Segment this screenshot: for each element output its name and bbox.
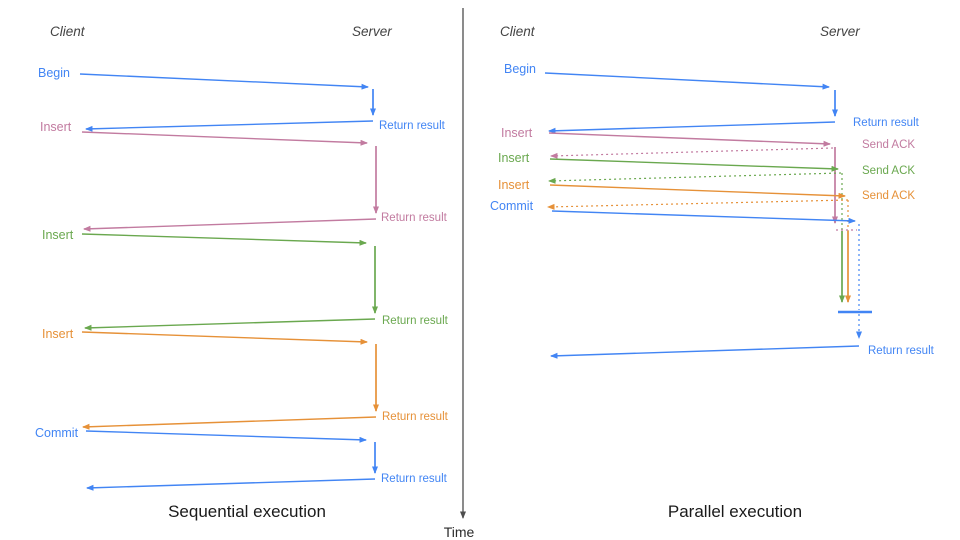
insert2-return-arrow bbox=[84, 318, 376, 331]
par-insert2-message: Insert Send ACK bbox=[498, 151, 915, 303]
commit-label: Commit bbox=[490, 199, 534, 213]
commit-return-arrow bbox=[86, 478, 376, 491]
commit-request-arrow bbox=[551, 210, 856, 224]
begin-return-result-label: Return result bbox=[853, 117, 920, 129]
insert2-ack-arrow bbox=[548, 172, 842, 184]
commit-return-result-label: Return result bbox=[381, 473, 448, 485]
commit-label: Commit bbox=[35, 426, 79, 440]
insert3-ack-arrow bbox=[547, 199, 849, 210]
insert3-label: Insert bbox=[498, 178, 530, 192]
insert2-request-arrow bbox=[549, 158, 839, 172]
insert1-label: Insert bbox=[40, 120, 72, 134]
seq-insert2-message: Insert Return result bbox=[42, 228, 449, 331]
insert2-request-arrow bbox=[81, 233, 367, 246]
insert3-request-arrow bbox=[549, 184, 846, 199]
begin-return-arrow bbox=[85, 120, 374, 132]
begin-label: Begin bbox=[38, 66, 70, 80]
insert1-return-arrow bbox=[83, 218, 377, 232]
insert1-send-ack-label: Send ACK bbox=[862, 139, 915, 151]
server-header: Server bbox=[352, 24, 392, 39]
insert1-return-result-label: Return result bbox=[381, 212, 448, 224]
begin-return-arrow bbox=[548, 121, 836, 134]
par-commit-message: Commit Return result bbox=[490, 199, 935, 359]
insert2-label: Insert bbox=[498, 151, 530, 165]
commit-request-arrow bbox=[85, 430, 367, 443]
sequential-title: Sequential execution bbox=[168, 502, 326, 521]
insert2-label: Insert bbox=[42, 228, 74, 242]
time-axis: Time bbox=[444, 8, 475, 540]
insert3-send-ack-label: Send ACK bbox=[862, 190, 915, 202]
begin-return-result-label: Return result bbox=[379, 120, 446, 132]
server-header: Server bbox=[820, 24, 860, 39]
begin-label: Begin bbox=[504, 62, 536, 76]
insert1-request-arrow bbox=[81, 131, 368, 146]
begin-request-arrow bbox=[79, 73, 369, 90]
seq-begin-message: Begin Return result bbox=[38, 66, 446, 132]
seq-commit-message: Commit Return result bbox=[35, 426, 448, 491]
commit-return-arrow bbox=[550, 345, 860, 359]
parallel-title: Parallel execution bbox=[668, 502, 802, 521]
insert2-send-ack-label: Send ACK bbox=[862, 165, 915, 177]
insert3-return-result-label: Return result bbox=[382, 411, 449, 423]
insert3-label: Insert bbox=[42, 327, 74, 341]
par-begin-message: Begin Return result bbox=[504, 62, 920, 134]
par-insert3-message: Insert Send ACK bbox=[498, 178, 915, 303]
insert3-return-arrow bbox=[82, 416, 377, 430]
commit-return-result-label: Return result bbox=[868, 345, 935, 357]
client-header: Client bbox=[500, 24, 536, 39]
parallel-panel: Client Server Begin Return result Insert… bbox=[490, 24, 935, 521]
insert2-return-result-label: Return result bbox=[382, 315, 449, 327]
insert1-label: Insert bbox=[501, 126, 533, 140]
time-axis-label: Time bbox=[444, 524, 475, 540]
seq-insert1-message: Insert Return result bbox=[40, 120, 448, 232]
insert3-request-arrow bbox=[81, 331, 368, 345]
client-header: Client bbox=[50, 24, 86, 39]
seq-insert3-message: Insert Return result bbox=[42, 327, 449, 430]
insert1-ack-arrow bbox=[550, 147, 834, 159]
insert1-request-arrow bbox=[548, 132, 831, 147]
par-insert1-message: Insert Send ACK bbox=[501, 126, 915, 224]
sequential-panel: Client Server Begin Return result Insert… bbox=[35, 24, 449, 521]
begin-request-arrow bbox=[544, 72, 830, 90]
